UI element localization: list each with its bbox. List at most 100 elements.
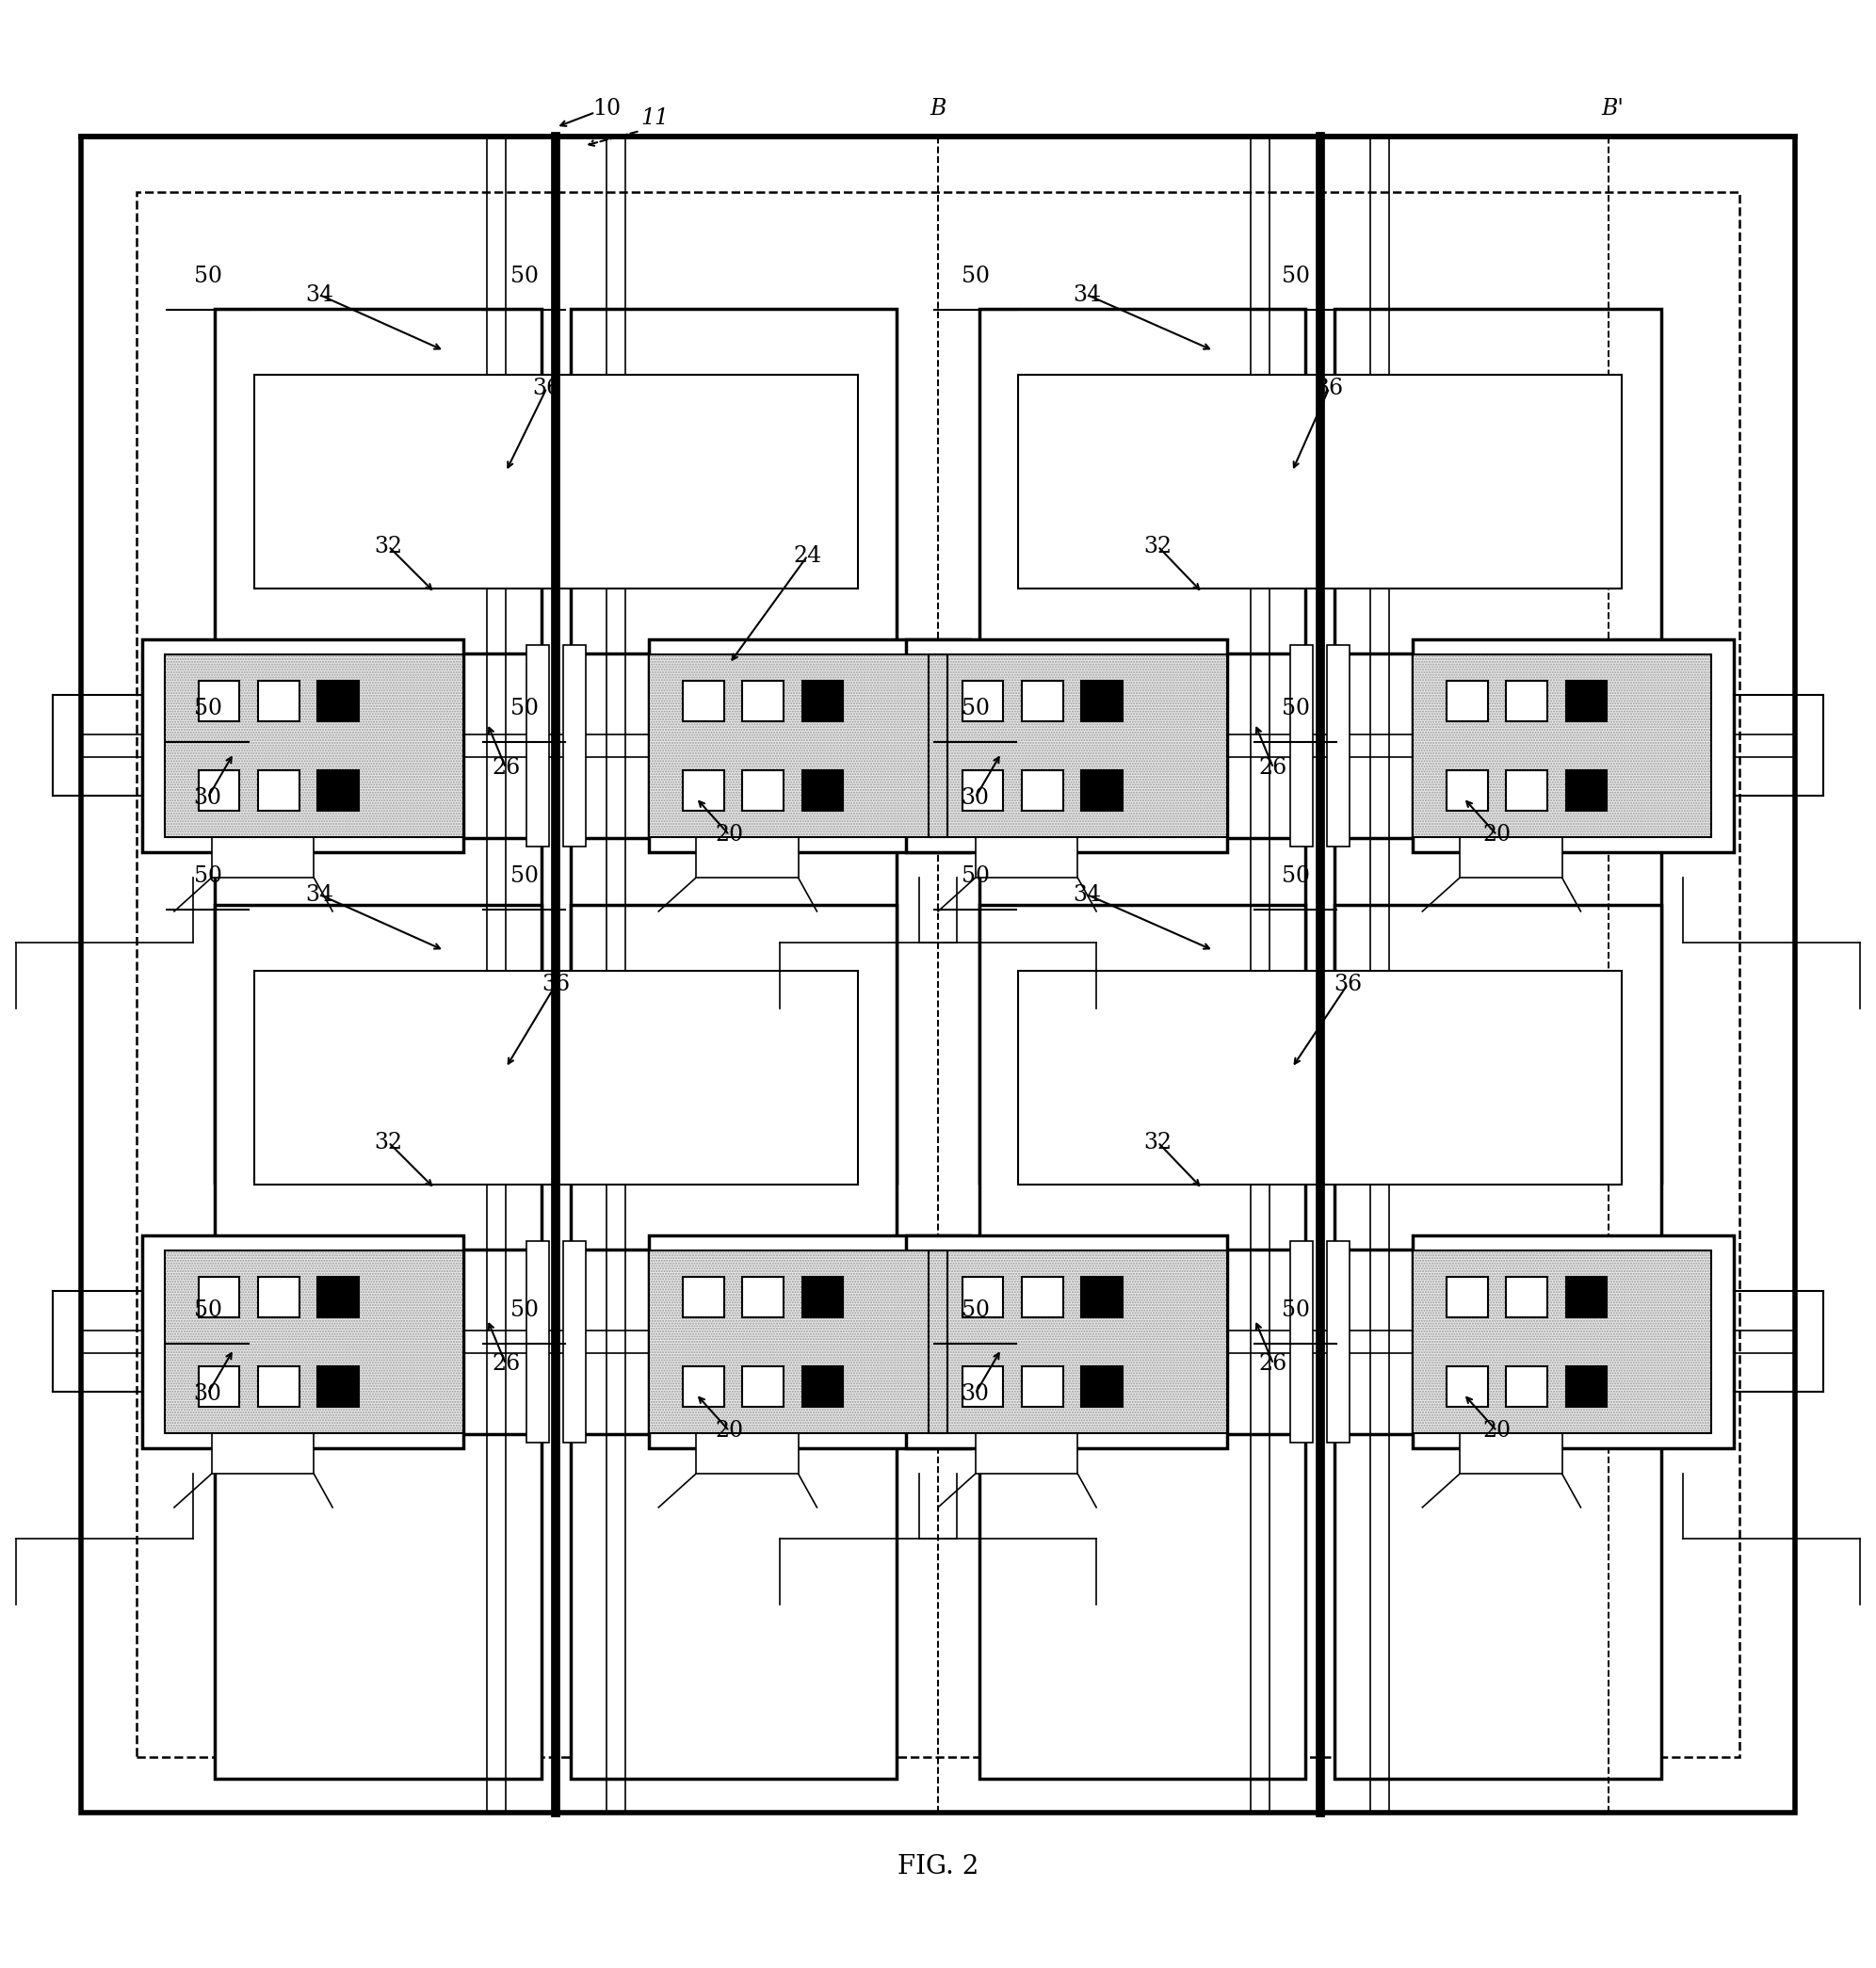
Text: 26: 26 [492, 1354, 520, 1376]
Bar [199, 1277, 240, 1317]
Bar [696, 836, 799, 878]
Text: 26: 26 [1259, 758, 1287, 779]
Bar [199, 681, 240, 722]
Bar [962, 681, 1004, 722]
Bar [1081, 1366, 1122, 1407]
Bar [216, 905, 540, 1250]
Text: 50: 50 [961, 1299, 989, 1321]
Bar [1081, 681, 1122, 722]
Text: 50: 50 [193, 266, 221, 287]
Text: 32: 32 [1144, 535, 1172, 557]
Bar [165, 653, 463, 836]
Bar [803, 1277, 842, 1317]
Bar [979, 1435, 1306, 1779]
Text: 36: 36 [533, 378, 561, 400]
Bar [317, 1366, 358, 1407]
Text: 36: 36 [1334, 972, 1362, 996]
Text: 20: 20 [715, 825, 743, 846]
Bar [137, 193, 1739, 1757]
Bar [1566, 769, 1606, 811]
Bar [216, 1435, 540, 1779]
Text: 50: 50 [961, 266, 989, 287]
Bar [165, 1250, 463, 1433]
Text: 50: 50 [961, 697, 989, 718]
Text: 50: 50 [510, 866, 538, 888]
Text: 32: 32 [373, 535, 403, 557]
Text: 50: 50 [193, 1299, 221, 1321]
Bar [259, 1277, 298, 1317]
Bar [649, 1250, 947, 1433]
Bar [962, 1277, 1004, 1317]
Bar [212, 1433, 313, 1474]
Text: FIG. 2: FIG. 2 [897, 1854, 979, 1879]
Bar [165, 1250, 463, 1433]
Bar [259, 769, 298, 811]
Bar [1291, 1242, 1313, 1443]
Bar [143, 640, 463, 852]
Text: 32: 32 [373, 1132, 403, 1153]
Text: 34: 34 [1073, 283, 1101, 305]
Bar [1328, 646, 1349, 846]
Bar [317, 769, 358, 811]
Bar [1506, 769, 1548, 811]
Bar [1336, 309, 1660, 653]
Bar [929, 653, 1227, 836]
Bar [1022, 1277, 1064, 1317]
Bar [216, 309, 540, 653]
Bar [1291, 646, 1313, 846]
Bar [199, 769, 240, 811]
Bar [929, 1250, 1227, 1433]
Bar [979, 838, 1306, 1183]
Bar [317, 1277, 358, 1317]
Bar [570, 309, 897, 653]
Text: 20: 20 [1482, 825, 1510, 846]
Bar [803, 681, 842, 722]
Bar [929, 653, 1227, 836]
Bar [696, 1433, 799, 1474]
Text: 32: 32 [1144, 1132, 1172, 1153]
Bar [649, 1250, 947, 1433]
Bar [1019, 374, 1621, 588]
Bar [683, 1277, 724, 1317]
Text: 50: 50 [193, 697, 221, 718]
Bar [1446, 1277, 1488, 1317]
Text: 50: 50 [1281, 697, 1309, 718]
Bar [1022, 1366, 1064, 1407]
Bar [1336, 1435, 1660, 1779]
Bar [743, 1277, 784, 1317]
Bar [649, 653, 947, 836]
Bar [1413, 653, 1711, 836]
Text: 50: 50 [510, 266, 538, 287]
Bar [1328, 1242, 1349, 1443]
Text: 50: 50 [193, 866, 221, 888]
Bar [1566, 1277, 1606, 1317]
Bar [527, 1242, 548, 1443]
Bar [1566, 681, 1606, 722]
Bar [570, 905, 897, 1250]
Bar [317, 681, 358, 722]
Bar [563, 1242, 585, 1443]
Bar [1019, 970, 1621, 1185]
Text: 30: 30 [961, 1384, 989, 1405]
Bar [1446, 1366, 1488, 1407]
Bar [683, 769, 724, 811]
Bar [906, 640, 1227, 852]
Bar [683, 1366, 724, 1407]
Text: 26: 26 [492, 758, 520, 779]
Text: 30: 30 [193, 787, 221, 809]
Text: 34: 34 [306, 884, 334, 905]
Text: 34: 34 [1073, 884, 1101, 905]
Bar [1413, 653, 1711, 836]
Bar [1413, 1250, 1711, 1433]
Bar [216, 838, 540, 1183]
Bar [1506, 681, 1548, 722]
Bar [527, 646, 548, 846]
Bar [649, 1250, 947, 1433]
Text: 26: 26 [1259, 1354, 1287, 1376]
Text: 34: 34 [306, 283, 334, 305]
Text: 50: 50 [1281, 866, 1309, 888]
Text: B': B' [1600, 98, 1623, 120]
Text: 20: 20 [1482, 1421, 1510, 1443]
Bar [1336, 905, 1660, 1250]
Bar [1506, 1277, 1548, 1317]
